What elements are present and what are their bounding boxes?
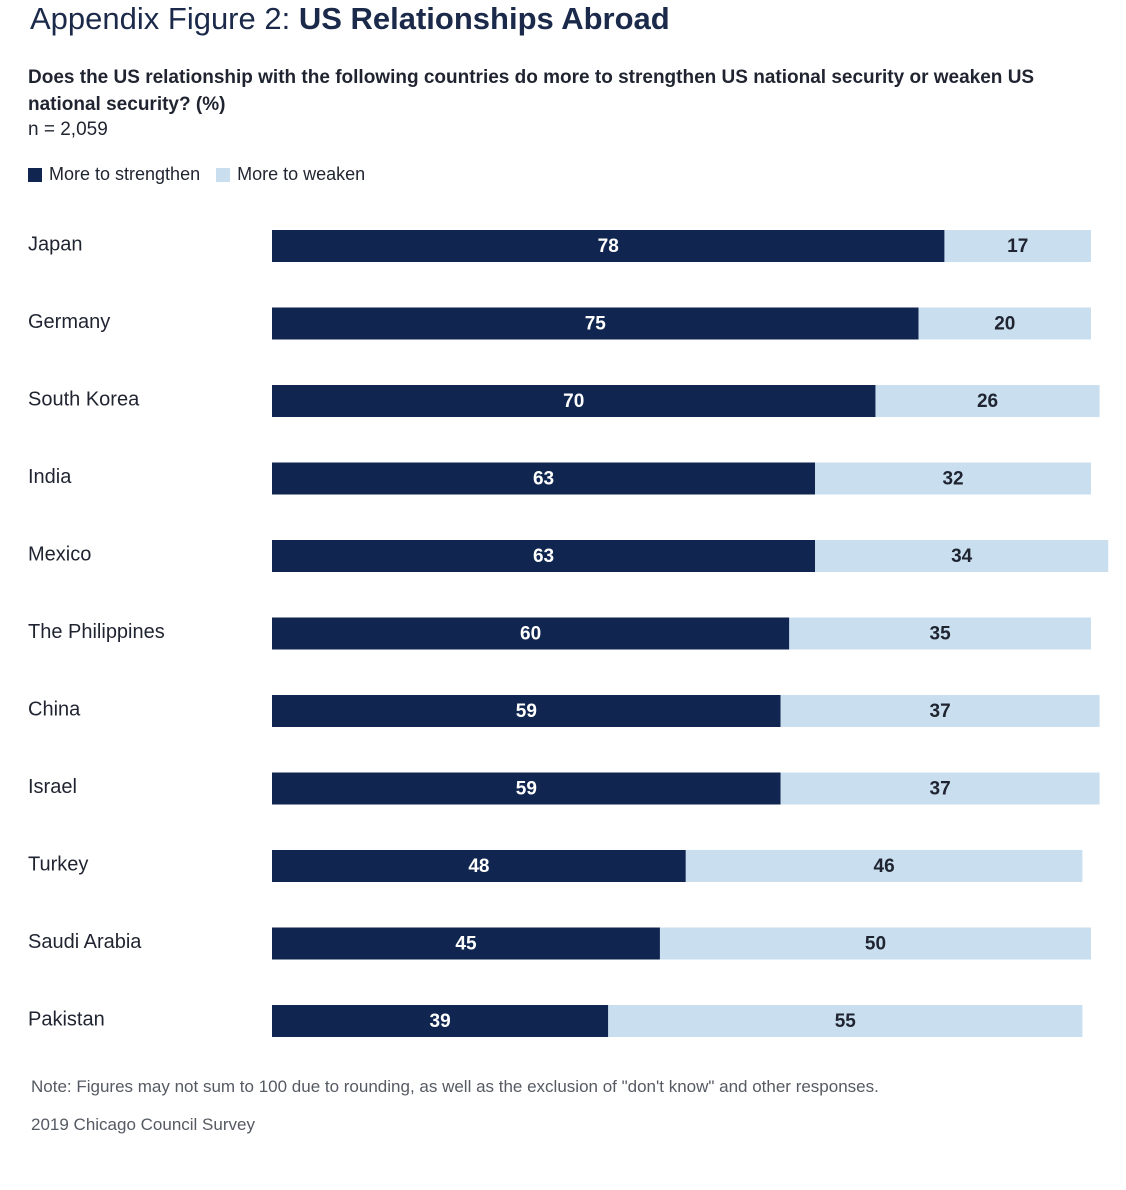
bar-weaken-the-philippines <box>789 617 1091 650</box>
chart-source: 2019 Chicago Council Survey <box>31 1115 255 1134</box>
value-label-strengthen-pakistan: 39 <box>430 1011 451 1032</box>
value-label-weaken-china: 37 <box>930 701 951 722</box>
value-label-weaken-germany: 20 <box>994 314 1015 335</box>
bar-strengthen-china <box>272 695 781 727</box>
category-label-turkey: Turkey <box>28 853 88 875</box>
bar-weaken-india <box>815 462 1091 495</box>
category-label-japan: Japan <box>28 233 83 255</box>
bar-weaken-germany <box>918 307 1091 340</box>
legend-swatch-strengthen <box>28 167 42 182</box>
value-label-weaken-israel: 37 <box>930 779 951 800</box>
category-label-the-philippines: The Philippines <box>28 621 165 643</box>
category-label-pakistan: Pakistan <box>28 1008 105 1030</box>
bar-strengthen-israel <box>272 772 781 805</box>
value-label-strengthen-the-philippines: 60 <box>520 624 541 645</box>
bar-weaken-turkey <box>685 850 1083 882</box>
bar-weaken-japan <box>944 230 1091 262</box>
category-label-china: China <box>28 698 81 720</box>
bar-weaken-pakistan <box>608 1005 1083 1037</box>
category-label-israel: Israel <box>28 776 77 798</box>
stacked-bar-chart: Japan 78 17 Germany 75 20 South Korea 70 26 India… <box>28 230 1109 1037</box>
value-label-strengthen-mexico: 63 <box>533 546 554 567</box>
category-label-mexico: Mexico <box>28 543 91 565</box>
value-label-weaken-mexico: 34 <box>951 546 973 567</box>
chart-subtitle: Does the US relationship with the follow… <box>28 67 1035 115</box>
value-label-strengthen-india: 63 <box>533 469 554 490</box>
legend: More to strengthen More to weaken <box>28 164 381 185</box>
value-label-strengthen-turkey: 48 <box>468 856 489 877</box>
bar-weaken-israel <box>780 772 1100 805</box>
value-label-strengthen-china: 59 <box>516 701 537 722</box>
category-label-germany: Germany <box>28 311 110 333</box>
value-label-strengthen-japan: 78 <box>598 236 619 257</box>
category-label-south-korea: South Korea <box>28 388 140 410</box>
value-label-strengthen-saudi-arabia: 45 <box>455 934 477 955</box>
value-label-weaken-japan: 17 <box>1007 236 1028 257</box>
sample-size: n = 2,059 <box>28 119 108 140</box>
value-label-weaken-turkey: 46 <box>874 856 895 877</box>
bar-strengthen-saudi-arabia <box>272 927 660 960</box>
legend-label-strengthen: More to strengthen <box>49 164 201 184</box>
value-label-weaken-india: 32 <box>942 469 963 490</box>
bar-strengthen-pakistan <box>272 1005 609 1037</box>
legend-label-weaken: More to weaken <box>237 164 366 184</box>
title-prefix: Appendix Figure 2: <box>30 1 299 36</box>
bar-weaken-south-korea <box>875 385 1100 417</box>
legend-swatch-weaken <box>216 167 231 182</box>
legend-item-weaken: More to weaken <box>216 164 365 185</box>
title-main: US Relationships Abroad <box>298 1 670 36</box>
category-label-saudi-arabia: Saudi Arabia <box>28 931 142 953</box>
bar-weaken-mexico <box>815 540 1109 572</box>
bar-strengthen-mexico <box>272 540 816 572</box>
value-label-strengthen-germany: 75 <box>585 314 607 335</box>
value-label-weaken-pakistan: 55 <box>835 1011 857 1032</box>
legend-item-strengthen: More to strengthen <box>28 164 200 185</box>
chart-title: Appendix Figure 2: US Relationships Abro… <box>30 0 670 38</box>
value-label-weaken-saudi-arabia: 50 <box>865 934 886 955</box>
bar-weaken-china <box>780 695 1100 727</box>
bar-strengthen-the-philippines <box>272 617 790 650</box>
chart-note: Note: Figures may not sum to 100 due to … <box>31 1077 879 1096</box>
value-label-weaken-the-philippines: 35 <box>930 624 952 645</box>
bar-strengthen-germany <box>272 307 919 340</box>
bar-strengthen-south-korea <box>272 385 876 417</box>
value-label-strengthen-south-korea: 70 <box>563 391 584 412</box>
bar-strengthen-india <box>272 462 816 495</box>
category-label-india: India <box>28 466 72 488</box>
value-label-strengthen-israel: 59 <box>516 779 537 800</box>
bar-strengthen-turkey <box>272 850 686 882</box>
bar-weaken-saudi-arabia <box>659 927 1091 960</box>
bar-strengthen-japan <box>272 230 945 262</box>
value-label-weaken-south-korea: 26 <box>977 391 998 412</box>
